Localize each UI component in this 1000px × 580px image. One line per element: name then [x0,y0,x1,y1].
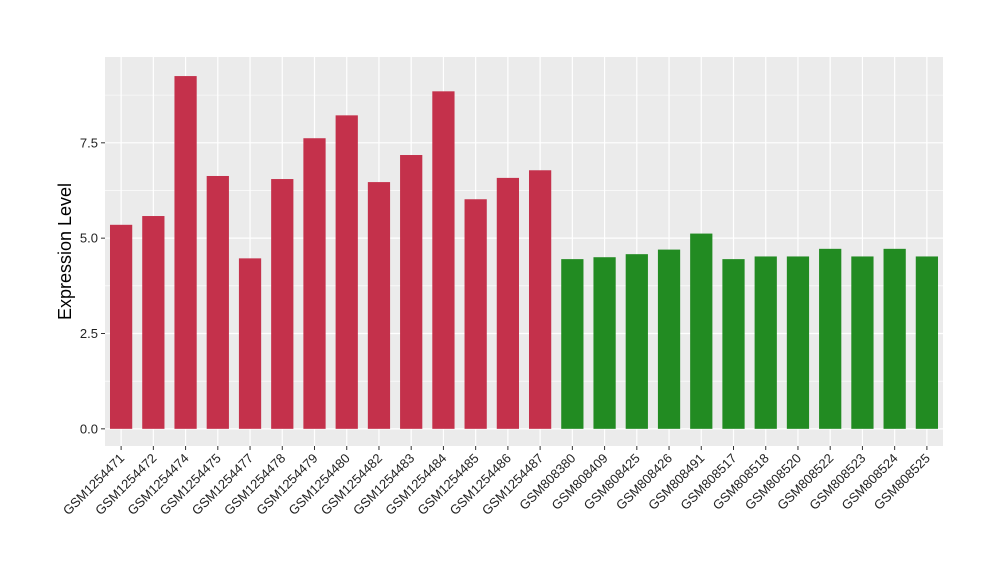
bar [593,257,616,429]
bar [883,248,906,429]
bar [238,258,262,429]
bar [206,175,229,429]
y-tick-label: 5.0 [80,231,98,246]
bar [142,216,165,429]
bar [915,256,939,429]
bar [690,233,713,429]
bar [303,138,326,429]
bar [109,224,133,429]
bar [754,256,777,429]
x-axis: GSM1254471GSM1254472GSM1254474GSM1254475… [60,446,933,518]
bar [561,259,584,429]
bar [851,256,874,429]
bar [528,170,552,429]
bar [335,115,358,429]
bar [367,182,391,429]
bar [722,259,745,429]
bars [109,76,939,429]
bar [400,155,423,429]
y-tick-label: 2.5 [80,326,98,341]
bar [786,256,810,429]
bar [819,248,842,429]
bar [174,76,197,429]
plot-panel [105,57,943,446]
bar [271,179,294,429]
y-axis-title: Expression Level [55,183,75,320]
bar [625,254,648,429]
y-axis: 0.0 2.5 5.0 7.5 [80,135,105,436]
y-tick-label: 0.0 [80,421,98,436]
y-tick-label: 7.5 [80,135,98,150]
bar [464,199,487,429]
bar [432,91,455,429]
bar [496,177,520,429]
bar [657,249,681,429]
